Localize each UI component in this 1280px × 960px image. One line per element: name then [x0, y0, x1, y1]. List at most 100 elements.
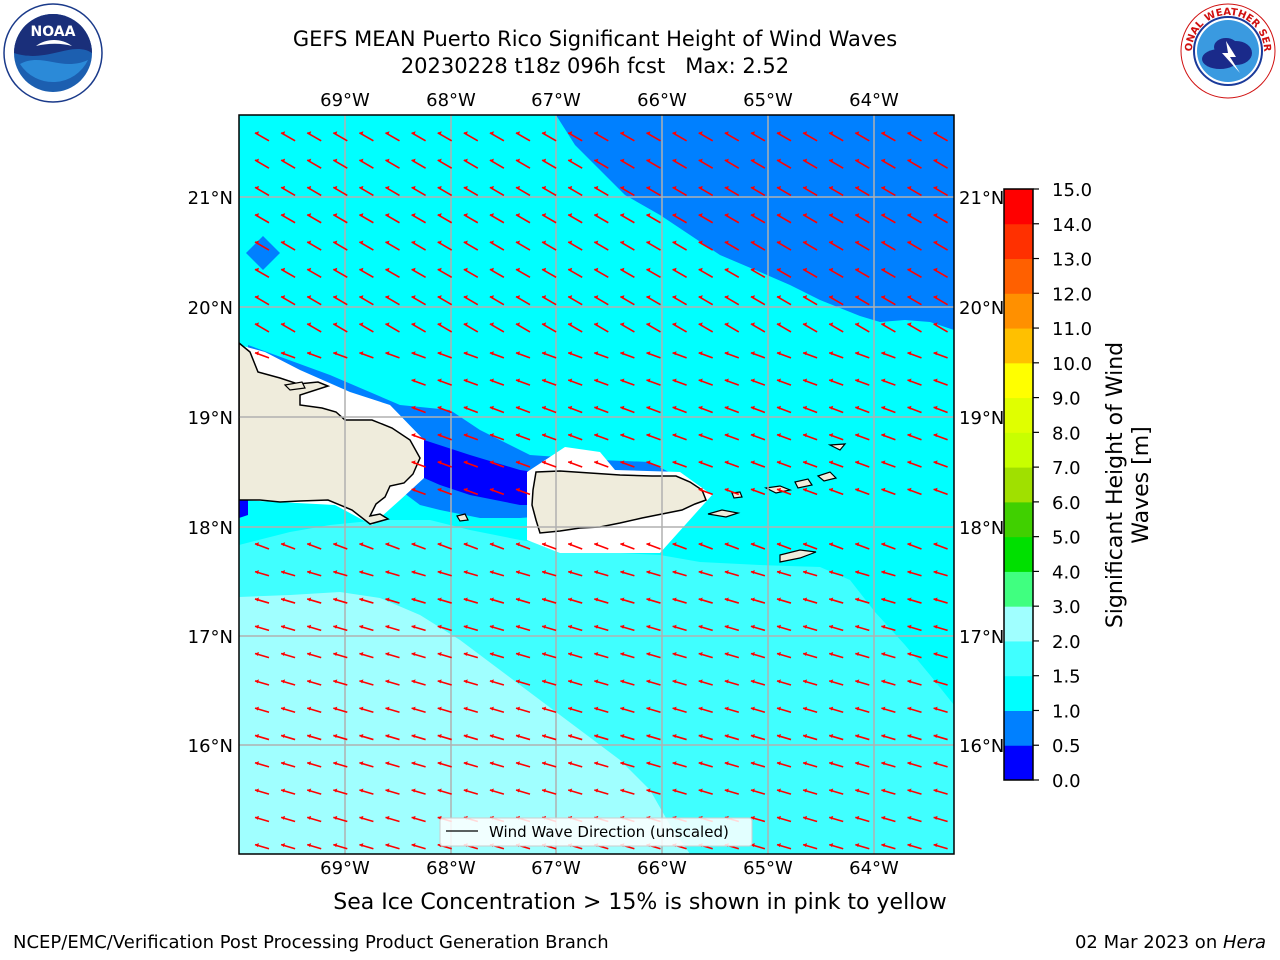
wave-arrow — [332, 158, 348, 169]
wave-arrow — [254, 240, 270, 251]
wave-arrow — [254, 322, 270, 333]
wave-arrow — [881, 761, 896, 768]
colorbar-swatch — [1004, 432, 1033, 468]
wave-arrow — [333, 843, 348, 850]
wave-arrow — [802, 733, 818, 741]
wave-arrow — [463, 131, 479, 142]
wave-arrow — [646, 351, 661, 359]
wave-arrow — [333, 679, 348, 686]
wave-arrow — [437, 185, 453, 197]
wave-arrow — [515, 624, 531, 632]
wave-arrow — [776, 213, 792, 224]
wave-arrow — [646, 322, 661, 333]
colorbar-tick-label: 14.0 — [1052, 215, 1092, 236]
wave-arrow — [620, 542, 635, 550]
wave-arrow — [802, 295, 818, 306]
wave-arrow — [411, 542, 426, 550]
wave-arrow — [385, 351, 400, 359]
wave-arrow — [306, 240, 322, 251]
wave-arrow — [594, 679, 609, 686]
colorbar-swatch — [1004, 606, 1033, 642]
wave-arrow — [463, 158, 479, 169]
wave-arrow — [933, 405, 948, 414]
wave-arrow — [724, 185, 740, 197]
longitude-labels-bottom: 69°W 68°W 67°W 66°W 65°W 64°W — [320, 858, 899, 879]
wave-arrow — [776, 267, 792, 279]
wave-arrow — [620, 761, 635, 768]
wave-arrow — [776, 351, 792, 359]
wave-arrow — [411, 843, 426, 850]
lat-label-right: 21°N — [959, 188, 1004, 209]
wave-arrow — [802, 788, 818, 795]
wave-arrow — [881, 652, 896, 659]
wave-arrow — [306, 351, 322, 359]
wave-arrow — [385, 597, 400, 604]
wave-arrow — [828, 843, 844, 850]
wave-arrow — [855, 542, 870, 550]
wave-arrow — [828, 706, 844, 714]
wave-arrow — [933, 487, 948, 496]
wave-arrow — [724, 652, 740, 659]
wave-arrow — [411, 487, 426, 496]
wave-arrow — [359, 597, 374, 604]
wave-arrow — [933, 185, 949, 197]
wave-arrow — [881, 624, 896, 632]
wave-arrow — [411, 570, 426, 577]
wave-arrow — [358, 213, 374, 224]
wave-arrow — [541, 378, 557, 386]
wave-arrow — [750, 295, 766, 306]
wave-arrow — [828, 487, 844, 496]
wave-arrow — [280, 158, 296, 169]
colorbar-tick-label: 3.0 — [1052, 597, 1081, 618]
wave-arrow — [280, 843, 296, 850]
wave-arrow — [489, 733, 505, 741]
wave-arrow — [828, 405, 844, 414]
wave-arrow — [567, 652, 583, 659]
colorbar-tick-label: 6.0 — [1052, 493, 1081, 514]
wave-arrow — [907, 487, 922, 496]
wave-arrow — [802, 597, 818, 604]
wave-arrow — [280, 542, 296, 550]
wave-arrow — [855, 624, 870, 632]
wave-arrow — [463, 487, 479, 496]
colorbar-swatch — [1004, 328, 1033, 364]
wave-arrow — [489, 405, 505, 414]
wave-arrow — [672, 131, 688, 142]
wave-arrow — [437, 322, 453, 333]
wave-arrow — [907, 624, 922, 632]
wave-arrow — [541, 351, 557, 359]
wave-arrow — [750, 788, 766, 795]
colorbar-tick-label: 1.5 — [1052, 667, 1081, 688]
wave-arrow — [907, 761, 922, 768]
wave-arrow — [515, 295, 531, 306]
wave-arrow — [907, 295, 922, 306]
wave-arrow — [359, 761, 374, 768]
wave-arrow — [828, 460, 844, 468]
wave-arrow — [385, 679, 400, 686]
map-gridlines — [239, 115, 954, 854]
wave-arrow — [541, 295, 557, 306]
lon-label-bottom: 68°W — [426, 858, 476, 879]
wave-arrow — [907, 706, 922, 714]
wave-arrow — [541, 433, 557, 441]
wave-arrow — [855, 378, 870, 386]
wave-arrow — [855, 652, 870, 659]
wave-arrow — [254, 213, 270, 224]
wave-arrow — [907, 131, 922, 142]
land-hispaniola — [239, 342, 421, 525]
wave-arrow — [646, 788, 661, 795]
wave-arrow — [854, 240, 870, 251]
wave-arrow — [437, 267, 453, 279]
wave-arrow — [907, 267, 922, 279]
wave-arrow — [593, 213, 609, 224]
wave-arrow — [594, 460, 609, 468]
wave-arrow — [541, 213, 557, 224]
wave-arrow — [776, 706, 792, 714]
wave-arrow — [306, 322, 322, 333]
wave-arrow — [437, 706, 452, 714]
colorbar-tick-label: 4.0 — [1052, 562, 1081, 583]
wave-arrow — [619, 322, 635, 333]
wave-arrow — [881, 405, 896, 414]
wave-arrow — [515, 460, 531, 468]
wave-arrow — [463, 295, 479, 306]
